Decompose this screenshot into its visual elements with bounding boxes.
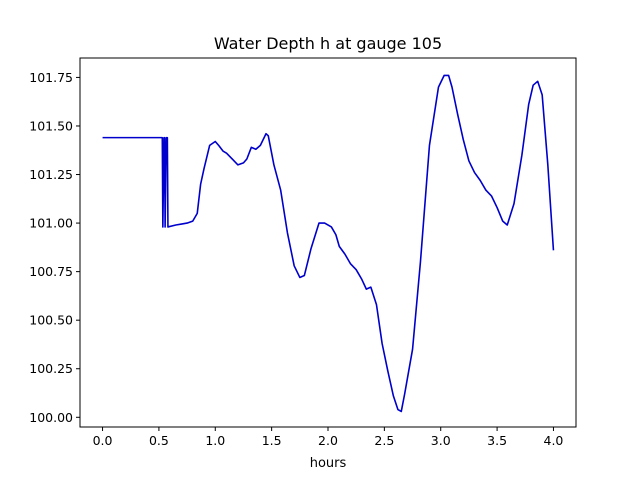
x-tick-label: 0.5 xyxy=(149,433,169,448)
x-tick-label: 3.0 xyxy=(431,433,451,448)
plot-area xyxy=(102,74,555,413)
y-tick-label: 101.50 xyxy=(29,118,73,133)
x-tick-label: 0.0 xyxy=(93,433,113,448)
y-axis: 100.00 100.25 100.50 100.75 101.00 101.25 101.… xyxy=(29,70,80,425)
chart-title: Water Depth h at gauge 105 xyxy=(214,34,442,53)
y-tick-label: 100.50 xyxy=(29,313,73,328)
y-tick-label: 100.25 xyxy=(29,361,73,376)
y-tick-label: 101.00 xyxy=(29,216,73,231)
plot-frame xyxy=(79,57,577,428)
x-tick-label: 3.5 xyxy=(487,433,507,448)
x-axis-label: hours xyxy=(310,456,347,471)
x-tick-label: 2.5 xyxy=(374,433,394,448)
x-tick-label: 2.0 xyxy=(318,433,338,448)
y-tick-label: 100.75 xyxy=(29,264,73,279)
x-tick-label: 4.0 xyxy=(544,433,564,448)
series-line-0 xyxy=(102,74,555,413)
x-tick-label: 1.5 xyxy=(262,433,282,448)
x-tick-label: 1.0 xyxy=(205,433,225,448)
y-tick-label: 101.25 xyxy=(29,167,73,182)
y-tick-label: 101.75 xyxy=(29,70,73,85)
x-axis: 0.0 0.5 1.0 1.5 2.0 2.5 3.0 3.5 4.0 xyxy=(93,427,564,448)
y-tick-label: 100.00 xyxy=(29,410,73,425)
